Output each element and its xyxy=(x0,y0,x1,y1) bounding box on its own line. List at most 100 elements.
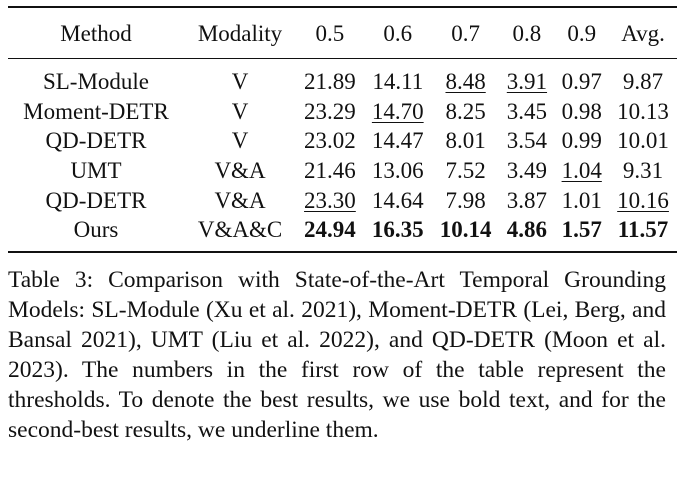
cell-score-value: 7.52 xyxy=(445,158,486,184)
cell-score: 11.57 xyxy=(609,215,677,252)
cell-score-value: 24.94 xyxy=(304,217,356,243)
cell-score-value: 14.11 xyxy=(372,69,424,95)
cell-score: 0.97 xyxy=(554,59,609,97)
cell-score-value: 1.01 xyxy=(561,187,602,213)
cell-score: 9.31 xyxy=(609,156,677,186)
cell-score: 23.29 xyxy=(296,97,364,127)
cell-score-value: 9.31 xyxy=(622,158,664,184)
cell-score: 10.16 xyxy=(609,185,677,215)
table-row: QD-DETR V&A 23.30 14.64 7.98 3.87 1.01 10.16 xyxy=(8,185,677,215)
cell-score-value: 0.99 xyxy=(561,128,602,154)
cell-score: 3.91 xyxy=(500,59,555,97)
cell-score-value: 10.14 xyxy=(439,217,492,243)
header-method: Method xyxy=(60,20,132,46)
cell-score: 23.02 xyxy=(296,126,364,156)
results-table-container: Method Modality 0.5 0.6 0.7 0.8 0.9 Avg.… xyxy=(8,6,677,253)
table-row: QD-DETR V 23.02 14.47 8.01 3.54 0.99 10.01 xyxy=(8,126,677,156)
cell-score: 13.06 xyxy=(364,156,432,186)
cell-score: 23.30 xyxy=(296,185,364,215)
cell-score: 14.11 xyxy=(364,59,432,97)
table-row: SL-Module V 21.89 14.11 8.48 3.91 0.97 9.87 xyxy=(8,59,677,97)
table-header-row: Method Modality 0.5 0.6 0.7 0.8 0.9 Avg. xyxy=(8,7,677,59)
cell-score: 8.01 xyxy=(432,126,500,156)
cell-score: 3.49 xyxy=(500,156,555,186)
header-threshold-0.9: 0.9 xyxy=(567,20,597,46)
cell-method: UMT xyxy=(70,158,122,184)
cell-score-value: 14.47 xyxy=(371,128,424,154)
cell-score: 10.13 xyxy=(609,97,677,127)
header-modality: Modality xyxy=(197,20,283,46)
cell-score-value: 21.46 xyxy=(304,158,356,184)
cell-score: 1.01 xyxy=(554,185,609,215)
cell-score-value: 0.98 xyxy=(561,98,602,124)
cell-score: 0.98 xyxy=(554,97,609,127)
cell-score-value: 10.13 xyxy=(617,98,669,124)
table-caption: Table 3: Comparison with State-of-the-Ar… xyxy=(8,267,666,443)
header-threshold-0.7: 0.7 xyxy=(451,20,480,46)
cell-modality: V&A xyxy=(214,158,266,184)
cell-method: SL-Module xyxy=(42,69,150,95)
cell-modality: V xyxy=(231,128,249,154)
cell-score: 8.48 xyxy=(432,59,500,97)
cell-score-value: 13.06 xyxy=(371,158,424,184)
cell-modality: V xyxy=(231,98,249,124)
cell-score: 14.64 xyxy=(364,185,432,215)
cell-score-value: 23.29 xyxy=(304,98,356,124)
cell-score-value: 8.01 xyxy=(445,128,486,154)
cell-score: 7.52 xyxy=(432,156,500,186)
cell-score: 1.04 xyxy=(554,156,609,186)
cell-score-value: 3.45 xyxy=(506,98,548,124)
table-body: SL-Module V 21.89 14.11 8.48 3.91 0.97 9.87 Mome… xyxy=(8,59,677,252)
cell-score: 10.01 xyxy=(609,126,677,156)
cell-score-value: 10.16 xyxy=(617,187,669,213)
cell-method: Moment-DETR xyxy=(23,98,169,124)
header-threshold-0.8: 0.8 xyxy=(512,20,542,46)
cell-modality: V xyxy=(231,69,249,95)
table-row: Ours V&A&C 24.94 16.35 10.14 4.86 1.57 11.57 xyxy=(8,215,677,252)
cell-score-value: 14.70 xyxy=(371,98,424,124)
cell-score: 3.87 xyxy=(500,185,555,215)
cell-modality: V&A xyxy=(214,187,266,213)
cell-method: QD-DETR xyxy=(45,187,147,213)
cell-score-value: 4.86 xyxy=(506,217,548,243)
header-average: Avg. xyxy=(621,20,665,46)
table-row: UMT V&A 21.46 13.06 7.52 3.49 1.04 9.31 xyxy=(8,156,677,186)
cell-score-value: 8.25 xyxy=(445,98,486,124)
cell-score-value: 7.98 xyxy=(445,187,486,213)
cell-score-value: 23.30 xyxy=(304,187,356,213)
cell-method: QD-DETR xyxy=(45,128,147,154)
cell-score: 14.70 xyxy=(364,97,432,127)
cell-score: 9.87 xyxy=(609,59,677,97)
cell-score-value: 16.35 xyxy=(371,217,424,243)
cell-score: 3.54 xyxy=(500,126,555,156)
cell-score: 3.45 xyxy=(500,97,555,127)
cell-score-value: 3.49 xyxy=(506,158,548,184)
header-threshold-0.6: 0.6 xyxy=(383,20,413,46)
cell-method: Ours xyxy=(73,217,119,243)
cell-score: 7.98 xyxy=(432,185,500,215)
cell-score-value: 3.87 xyxy=(506,187,548,213)
cell-score-value: 23.02 xyxy=(304,128,356,154)
cell-score-value: 3.54 xyxy=(506,128,548,154)
cell-score: 14.47 xyxy=(364,126,432,156)
cell-score-value: 0.97 xyxy=(561,69,602,95)
cell-score-value: 1.57 xyxy=(561,217,602,243)
cell-score: 1.57 xyxy=(554,215,609,252)
cell-score: 0.99 xyxy=(554,126,609,156)
cell-score: 4.86 xyxy=(500,215,555,252)
cell-score-value: 8.48 xyxy=(445,69,486,95)
results-table: Method Modality 0.5 0.6 0.7 0.8 0.9 Avg.… xyxy=(8,6,677,253)
table-row: Moment-DETR V 23.29 14.70 8.25 3.45 0.98 10.13 xyxy=(8,97,677,127)
header-threshold-0.5: 0.5 xyxy=(315,20,345,46)
cell-score-value: 21.89 xyxy=(304,69,356,95)
cell-score: 10.14 xyxy=(432,215,500,252)
cell-score-value: 14.64 xyxy=(371,187,424,213)
cell-score: 21.89 xyxy=(296,59,364,97)
cell-score-value: 11.57 xyxy=(617,217,669,243)
cell-score: 16.35 xyxy=(364,215,432,252)
cell-score-value: 10.01 xyxy=(617,128,669,154)
cell-score-value: 1.04 xyxy=(561,158,602,184)
cell-score-value: 9.87 xyxy=(622,69,664,95)
cell-score: 24.94 xyxy=(296,215,364,252)
cell-score: 8.25 xyxy=(432,97,500,127)
